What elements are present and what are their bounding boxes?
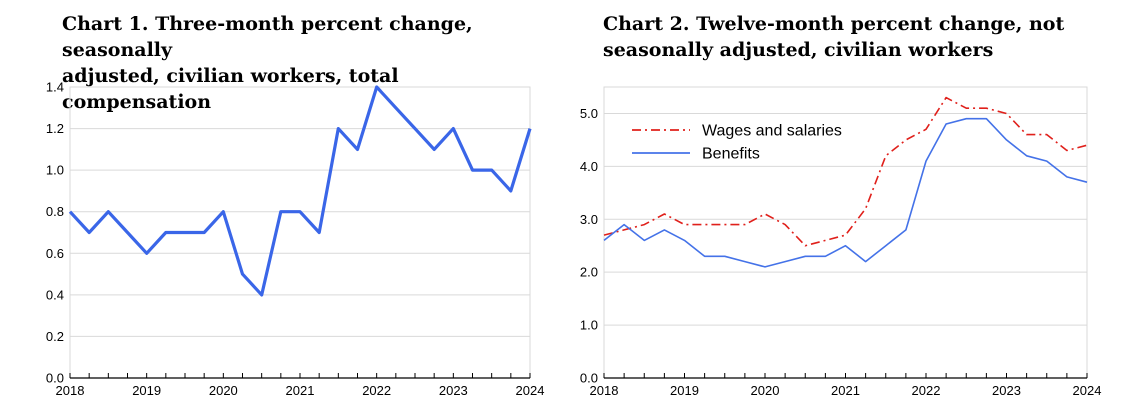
x-tick-label: 2023: [439, 383, 468, 398]
chart1-plot: 0.0 0.2 0.4 0.6 0.8 1.0 1.2 1.4 2018 2019 2020 2021…: [46, 80, 545, 399]
y-tick-label: 0.8: [46, 204, 64, 219]
series-line-0: [68, 85, 532, 297]
y-tick-label: 1.0: [580, 318, 598, 333]
x-tick-label: 2021: [286, 383, 315, 398]
y-tick-label: 5.0: [580, 106, 598, 121]
y-tick-label: 0.0: [580, 371, 598, 386]
x-tick-label: 2018: [590, 383, 619, 398]
x-tick-label: 2020: [751, 383, 780, 398]
x-tick-label: 2019: [132, 383, 161, 398]
x-tick-label: 2024: [1073, 383, 1102, 398]
y-tick-label: 2.0: [580, 265, 598, 280]
x-tick-label: 2020: [209, 383, 238, 398]
y-tick-label: 0.0: [46, 371, 64, 386]
x-tick-label: 2018: [56, 383, 85, 398]
y-tick-label: 0.6: [46, 246, 64, 261]
y-tick-label: 3.0: [580, 212, 598, 227]
series-line-benefits: [603, 117, 1088, 268]
chart1-title: Chart 1. Three-month percent change, sea…: [62, 13, 473, 113]
y-tick-label: 1.2: [46, 121, 64, 136]
x-tick-label: 2021: [831, 383, 860, 398]
legend-label: Wages and salaries: [702, 123, 842, 140]
y-tick-label: 1.0: [46, 163, 64, 178]
chart2-title: Chart 2. Twelve-month percent change, no…: [603, 13, 1065, 61]
y-tick-label: 0.2: [46, 329, 64, 344]
x-tick-label: 2022: [362, 383, 391, 398]
x-tick-label: 2024: [516, 383, 545, 398]
x-tick-label: 2023: [992, 383, 1021, 398]
y-tick-label: 4.0: [580, 159, 598, 174]
x-tick-label: 2022: [912, 383, 941, 398]
y-tick-label: 1.4: [46, 80, 64, 95]
y-tick-label: 0.4: [46, 287, 64, 302]
series-line-wages-and-salaries: [603, 96, 1088, 247]
x-tick-label: 2019: [670, 383, 699, 398]
legend-label: Benefits: [702, 146, 760, 163]
